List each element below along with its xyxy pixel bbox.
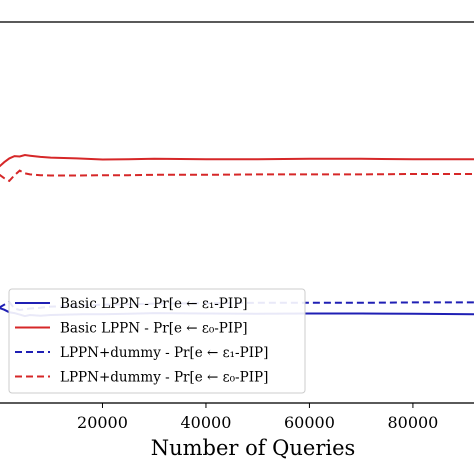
x-tick-label: 20000 [77, 413, 128, 432]
x-tick-label: 40000 [181, 413, 232, 432]
legend-label-4: LPPN+dummy - Pr[e ← ε₀-PIP] [60, 370, 268, 386]
legend: Basic LPPN - Pr[e ← ε₁-PIP] Basic LPPN - … [8, 288, 306, 394]
series-line-2 [0, 153, 474, 168]
legend-label-2: Basic LPPN - Pr[e ← ε₀-PIP] [60, 321, 248, 337]
legend-items: Basic LPPN - Pr[e ← ε₁-PIP] Basic LPPN - … [15, 296, 268, 386]
legend-box [8, 288, 306, 394]
legend-label-3: LPPN+dummy - Pr[e ← ε₁-PIP] [60, 345, 268, 361]
legend-label-1: Basic LPPN - Pr[e ← ε₁-PIP] [60, 296, 248, 312]
x-axis-label: Number of Queries [151, 436, 356, 460]
x-tick-label: 80000 [387, 413, 438, 432]
plot-frame [0, 21, 474, 404]
x-axis: 20000 40000 60000 80000 [77, 403, 438, 432]
x-tick-label: 60000 [284, 413, 335, 432]
